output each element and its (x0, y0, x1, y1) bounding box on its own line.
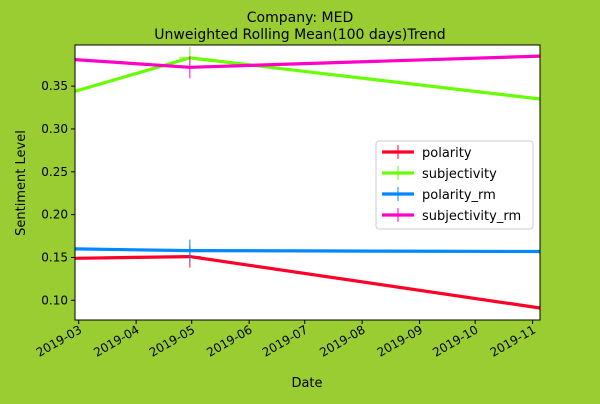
x-tick-label: 2019-09 (375, 322, 425, 359)
legend: polarity subjectivity polarity_rm subjectiv… (375, 140, 534, 230)
chart-subtitle: Unweighted Rolling Mean(100 days)Trend (154, 27, 445, 43)
legend-label-polarity_rm: polarity_rm (422, 188, 496, 203)
y-tick-label: 0.10 (41, 293, 68, 307)
y-tick-label: 0.25 (41, 165, 68, 179)
x-tick-label: 2019-04 (91, 322, 141, 359)
x-tick-label: 2019-06 (204, 322, 254, 359)
series-layer (74, 46, 541, 310)
y-tick-label: 0.30 (41, 122, 68, 136)
y-axis: 0.10 0.15 0.20 0.25 0.30 0.35 (41, 79, 75, 307)
legend-label-subjectivity_rm: subjectivity_rm (422, 209, 521, 224)
x-tick-label: 2019-05 (147, 322, 197, 359)
x-axis: 2019-03 2019-04 2019-05 2019-06 2019-07 2019-… (34, 320, 538, 360)
chart-title: Company: MED (247, 10, 353, 26)
x-tick-label: 2019-08 (317, 322, 367, 359)
x-tick-label: 2019-03 (34, 322, 84, 359)
plot-frame (74, 44, 541, 321)
x-tick-label: 2019-10 (430, 322, 480, 359)
legend-label-polarity: polarity (422, 146, 472, 161)
y-tick-label: 0.15 (41, 250, 68, 264)
legend-box (375, 140, 534, 230)
x-tick-label: 2019-07 (260, 322, 310, 359)
y-tick-label: 0.35 (41, 79, 68, 93)
y-tick-label: 0.20 (41, 208, 68, 222)
y-axis-label: Sentiment Level (14, 130, 29, 236)
x-tick-label: 2019-11 (488, 322, 538, 359)
legend-label-subjectivity: subjectivity (422, 167, 497, 182)
x-axis-label: Date (291, 376, 322, 391)
